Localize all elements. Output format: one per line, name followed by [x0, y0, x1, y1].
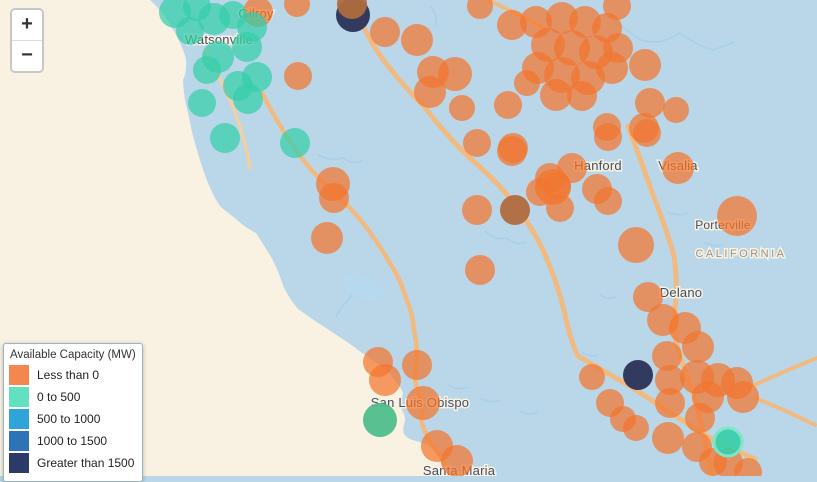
capacity-marker[interactable]: [629, 49, 661, 81]
capacity-marker[interactable]: [284, 0, 310, 17]
capacity-marker[interactable]: [401, 24, 433, 56]
capacity-marker[interactable]: [727, 381, 759, 413]
capacity-legend: Available Capacity (MW) Less than 0 0 to …: [3, 343, 143, 482]
capacity-marker[interactable]: [233, 84, 263, 114]
capacity-marker[interactable]: [734, 458, 762, 476]
capacity-marker[interactable]: [402, 350, 432, 380]
capacity-marker[interactable]: [540, 79, 572, 111]
capacity-marker[interactable]: [623, 360, 653, 390]
legend-item: 0 to 500: [9, 387, 136, 407]
legend-title: Available Capacity (MW): [10, 349, 136, 361]
legend-swatch: [9, 431, 29, 451]
capacity-marker[interactable]: [567, 81, 597, 111]
legend-item-label: 0 to 500: [37, 390, 81, 404]
capacity-marker[interactable]: [594, 187, 622, 215]
capacity-marker[interactable]: [363, 403, 397, 437]
capacity-marker[interactable]: [370, 17, 400, 47]
legend-swatch: [9, 387, 29, 407]
capacity-marker[interactable]: [655, 388, 685, 418]
capacity-marker[interactable]: [465, 255, 495, 285]
capacity-marker[interactable]: [406, 386, 440, 420]
legend-item-label: Greater than 1500: [37, 456, 135, 470]
capacity-marker[interactable]: [685, 403, 715, 433]
capacity-marker[interactable]: [462, 195, 492, 225]
capacity-marker[interactable]: [188, 89, 216, 117]
capacity-marker[interactable]: [441, 445, 473, 476]
capacity-marker[interactable]: [463, 129, 491, 157]
road: [746, 356, 817, 390]
capacity-marker[interactable]: [712, 426, 744, 458]
capacity-marker[interactable]: [652, 341, 682, 371]
city-label: Delano: [660, 285, 702, 300]
river: [599, 294, 616, 299]
capacity-marker[interactable]: [369, 364, 401, 396]
capacity-marker[interactable]: [633, 119, 661, 147]
capacity-marker[interactable]: [319, 183, 349, 213]
river: [479, 397, 502, 403]
capacity-marker[interactable]: [210, 123, 240, 153]
capacity-marker[interactable]: [603, 0, 631, 20]
capacity-marker[interactable]: [280, 128, 310, 158]
capacity-marker[interactable]: [414, 76, 446, 108]
river: [317, 154, 363, 164]
capacity-marker[interactable]: [535, 169, 571, 205]
capacity-marker[interactable]: [652, 422, 684, 454]
legend-swatch: [9, 409, 29, 429]
capacity-marker[interactable]: [623, 415, 649, 441]
capacity-marker[interactable]: [717, 196, 757, 236]
capacity-marker[interactable]: [311, 222, 343, 254]
river: [581, 351, 598, 357]
capacity-marker[interactable]: [663, 97, 689, 123]
capacity-marker[interactable]: [176, 17, 204, 45]
capacity-marker[interactable]: [596, 52, 628, 84]
capacity-marker[interactable]: [633, 282, 663, 312]
river: [484, 230, 527, 245]
river: [667, 211, 689, 216]
capacity-marker[interactable]: [494, 91, 522, 119]
zoom-out-button[interactable]: −: [12, 41, 42, 71]
capacity-marker[interactable]: [193, 56, 221, 84]
capacity-marker[interactable]: [662, 152, 694, 184]
legend-item-label: 1000 to 1500: [37, 434, 108, 448]
zoom-control: + −: [10, 8, 44, 73]
zoom-in-button[interactable]: +: [12, 10, 42, 41]
capacity-marker[interactable]: [682, 331, 714, 363]
capacity-marker[interactable]: [500, 195, 530, 225]
capacity-marker[interactable]: [337, 0, 367, 19]
capacity-marker[interactable]: [467, 0, 493, 19]
river: [519, 410, 539, 415]
river: [429, 5, 438, 27]
capacity-marker[interactable]: [497, 136, 527, 166]
road: [753, 396, 817, 427]
river: [704, 242, 725, 247]
capacity-marker[interactable]: [438, 57, 472, 91]
capacity-marker[interactable]: [594, 123, 622, 151]
legend-swatch: [9, 453, 29, 473]
capacity-marker[interactable]: [232, 32, 262, 62]
capacity-marker[interactable]: [449, 95, 475, 121]
capacity-marker[interactable]: [635, 88, 665, 118]
legend-item: Less than 0: [9, 365, 136, 385]
legend-swatch: [9, 365, 29, 385]
legend-item: Greater than 1500: [9, 453, 136, 473]
capacity-marker[interactable]: [655, 365, 685, 395]
lake: [343, 274, 383, 301]
capacity-marker[interactable]: [497, 10, 527, 40]
capacity-marker[interactable]: [284, 62, 312, 90]
legend-item-label: Less than 0: [37, 368, 100, 382]
river: [335, 294, 353, 317]
capacity-marker[interactable]: [579, 364, 605, 390]
legend-item-label: 500 to 1000: [37, 412, 101, 426]
capacity-marker[interactable]: [618, 227, 654, 263]
legend-item: 500 to 1000: [9, 409, 136, 429]
region-label: CALIFORNIA: [695, 248, 786, 260]
river: [447, 384, 469, 390]
legend-item: 1000 to 1500: [9, 431, 136, 451]
